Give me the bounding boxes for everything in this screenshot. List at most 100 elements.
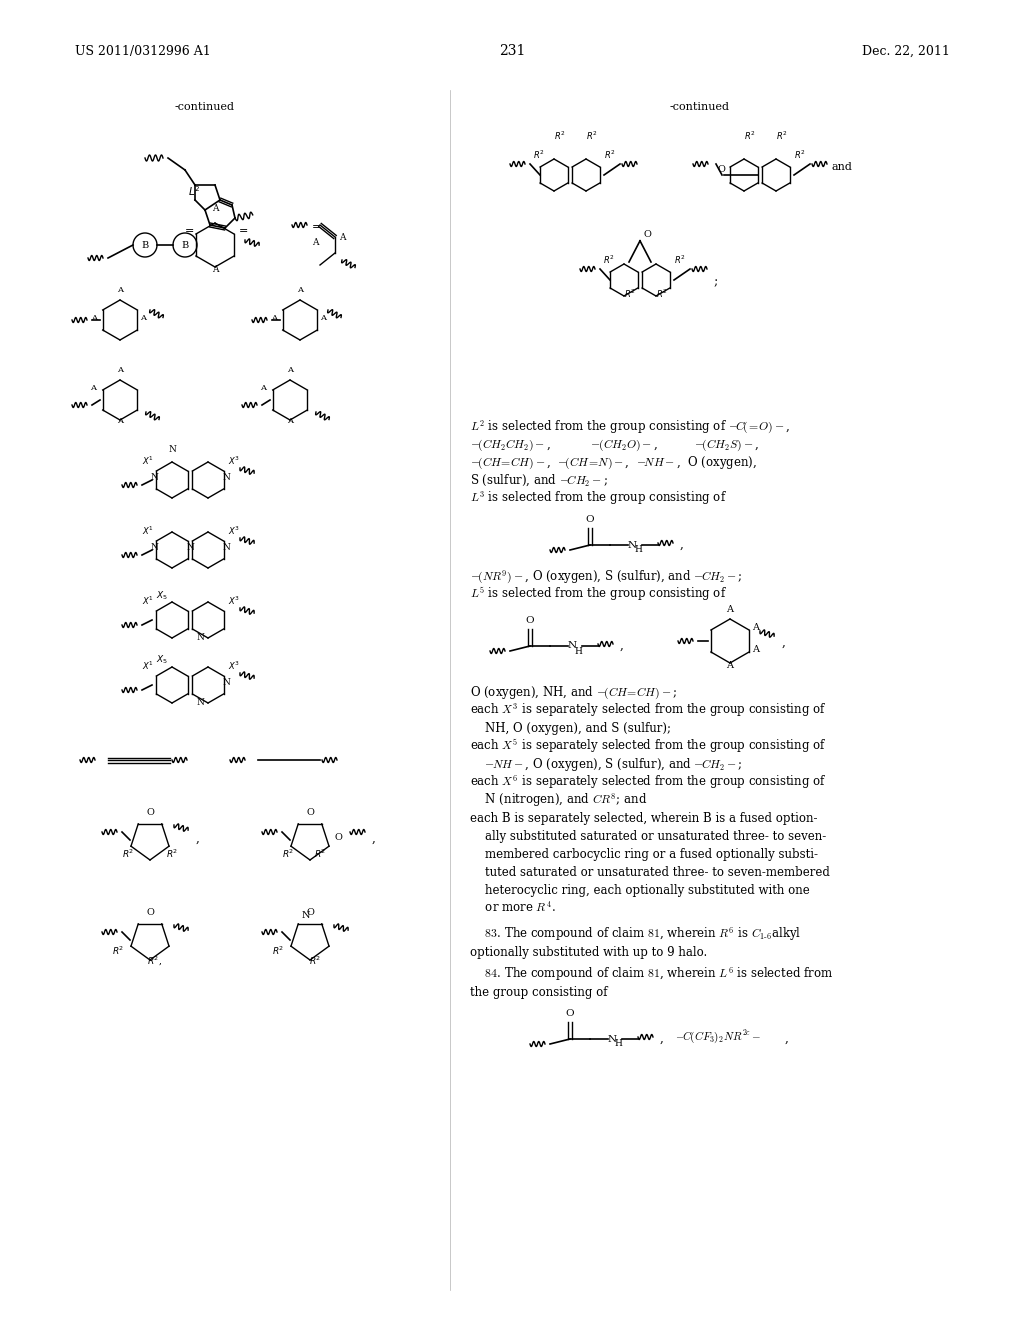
Text: $R^2$: $R^2$ (586, 129, 598, 141)
Text: $R^2$: $R^2$ (534, 149, 545, 161)
Text: A: A (287, 417, 293, 425)
Text: ,: , (782, 636, 785, 649)
Text: A: A (726, 661, 733, 671)
Text: H: H (634, 545, 642, 554)
Text: $R^2$: $R^2$ (166, 847, 178, 861)
Text: $R^2$: $R^2$ (776, 129, 787, 141)
Text: N: N (222, 473, 230, 482)
Text: N: N (196, 698, 204, 708)
Text: H: H (574, 647, 582, 656)
Text: A: A (91, 314, 97, 322)
Text: $X^3$: $X^3$ (228, 660, 240, 672)
Text: ,: , (372, 832, 376, 845)
Text: $R^2$: $R^2$ (656, 288, 668, 300)
Text: -continued: -continued (670, 102, 730, 112)
Text: =: = (239, 226, 249, 236)
Text: $X^1$: $X^1$ (142, 524, 154, 537)
Text: US 2011/0312996 A1: US 2011/0312996 A1 (75, 45, 211, 58)
Text: NH, O (oxygen), and S (sulfur);: NH, O (oxygen), and S (sulfur); (470, 722, 671, 735)
Text: $R^2$: $R^2$ (603, 253, 614, 267)
Text: $R^2$: $R^2$ (282, 847, 294, 861)
Text: N (nitrogen), and $CR^8$; and: N (nitrogen), and $CR^8$; and (470, 792, 647, 809)
Text: N: N (302, 911, 310, 920)
Text: O: O (718, 165, 726, 174)
Text: $R^2$: $R^2$ (744, 129, 756, 141)
Text: optionally substituted with up to 9 halo.: optionally substituted with up to 9 halo… (470, 946, 708, 960)
Text: $L^5$ is selected from the group consisting of: $L^5$ is selected from the group consist… (470, 585, 727, 603)
Text: N: N (168, 445, 176, 454)
Text: tuted saturated or unsaturated three- to seven-membered: tuted saturated or unsaturated three- to… (470, 866, 829, 879)
Text: each B is separately selected, wherein B is a fused option-: each B is separately selected, wherein B… (470, 812, 817, 825)
Text: $R^2$: $R^2$ (271, 945, 285, 957)
Text: N: N (222, 543, 230, 552)
Text: $X^1$: $X^1$ (142, 594, 154, 607)
Text: $X^3$: $X^3$ (228, 454, 240, 467)
Text: membered carbocyclic ring or a fused optionally substi-: membered carbocyclic ring or a fused opt… (470, 847, 818, 861)
Text: ;: ; (714, 275, 718, 288)
Text: ,: , (660, 1032, 664, 1045)
Text: ally substituted saturated or unsaturated three- to seven-: ally substituted saturated or unsaturate… (470, 830, 826, 843)
Text: A: A (212, 265, 218, 275)
Text: N: N (186, 543, 194, 552)
Text: $X_5$: $X_5$ (156, 653, 168, 667)
Text: $L^3$ is selected from the group consisting of: $L^3$ is selected from the group consist… (470, 490, 727, 507)
Text: ,: , (680, 539, 684, 550)
Text: $L^2$ is selected from the group consisting of $-\!C\!(=\!O)-$,: $L^2$ is selected from the group consist… (470, 418, 790, 436)
Text: A: A (311, 238, 318, 247)
Text: O (oxygen), NH, and $-\!(CH\!=\!CH)-$;: O (oxygen), NH, and $-\!(CH\!=\!CH)-$; (470, 685, 677, 701)
Text: $R^2$: $R^2$ (112, 945, 124, 957)
Text: ,: , (620, 639, 624, 652)
Text: -continued: -continued (175, 102, 234, 112)
Text: O: O (146, 908, 154, 917)
Text: A: A (90, 384, 96, 392)
Text: A: A (753, 645, 760, 653)
Text: A: A (212, 205, 218, 213)
Text: A: A (297, 286, 303, 294)
Text: 231: 231 (499, 44, 525, 58)
Text: ,: , (196, 832, 200, 845)
Text: $R^2$: $R^2$ (554, 129, 565, 141)
Text: and: and (831, 162, 853, 172)
Text: O: O (565, 1008, 574, 1018)
Text: $-\!(NR^9)-$, O (oxygen), S (sulfur), and $-\!CH_2-$;: $-\!(NR^9)-$, O (oxygen), S (sulfur), an… (470, 569, 742, 586)
Text: O: O (306, 908, 314, 917)
Text: N: N (608, 1035, 617, 1044)
Text: $X^1$: $X^1$ (142, 454, 154, 467)
Text: $-\!(CH_2CH_2)-$,           $-\!(CH_2O)-$,          $-\!(CH_2S)-$,: $-\!(CH_2CH_2)-$, $-\!(CH_2O)-$, $-\!(CH… (470, 438, 759, 453)
Text: $R^2$: $R^2$ (122, 847, 134, 861)
Text: ,: , (785, 1032, 788, 1045)
Text: Dec. 22, 2011: Dec. 22, 2011 (862, 45, 950, 58)
Text: $R^2$: $R^2$ (604, 149, 615, 161)
Text: $X^3$: $X^3$ (228, 594, 240, 607)
Text: B: B (181, 240, 188, 249)
Text: $R^2$: $R^2$ (794, 149, 806, 161)
Text: A: A (726, 605, 733, 614)
Text: H: H (614, 1040, 622, 1048)
Text: N: N (568, 642, 578, 651)
Text: $-\!C(CF_3)_2NR^{2c}-$: $-\!C(CF_3)_2NR^{2c}-$ (675, 1027, 762, 1044)
Text: each $X^6$ is separately selected from the group consisting of: each $X^6$ is separately selected from t… (470, 774, 826, 792)
Text: N: N (196, 634, 204, 642)
Text: $X^3$: $X^3$ (228, 524, 240, 537)
Text: $R^2$: $R^2$ (313, 847, 327, 861)
Text: O: O (146, 808, 154, 817)
Text: A: A (140, 314, 146, 322)
Text: A: A (271, 314, 278, 322)
Text: B: B (141, 240, 148, 249)
Text: A: A (339, 234, 345, 242)
Text: O: O (525, 616, 535, 624)
Text: $R^2$,: $R^2$, (147, 956, 163, 969)
Text: N: N (628, 540, 637, 549)
Text: A: A (287, 366, 293, 374)
Text: A: A (117, 286, 123, 294)
Text: O: O (643, 230, 651, 239)
Text: or more $R^4$.: or more $R^4$. (470, 900, 556, 915)
Text: each $X^3$ is separately selected from the group consisting of: each $X^3$ is separately selected from t… (470, 701, 826, 719)
Text: A: A (319, 314, 326, 322)
Text: N: N (151, 473, 158, 482)
Text: O: O (586, 515, 594, 524)
Text: =: = (185, 226, 195, 236)
Text: A: A (753, 623, 760, 632)
Text: S (sulfur), and $-\!CH_2-$;: S (sulfur), and $-\!CH_2-$; (470, 473, 608, 488)
Text: A: A (117, 417, 123, 425)
